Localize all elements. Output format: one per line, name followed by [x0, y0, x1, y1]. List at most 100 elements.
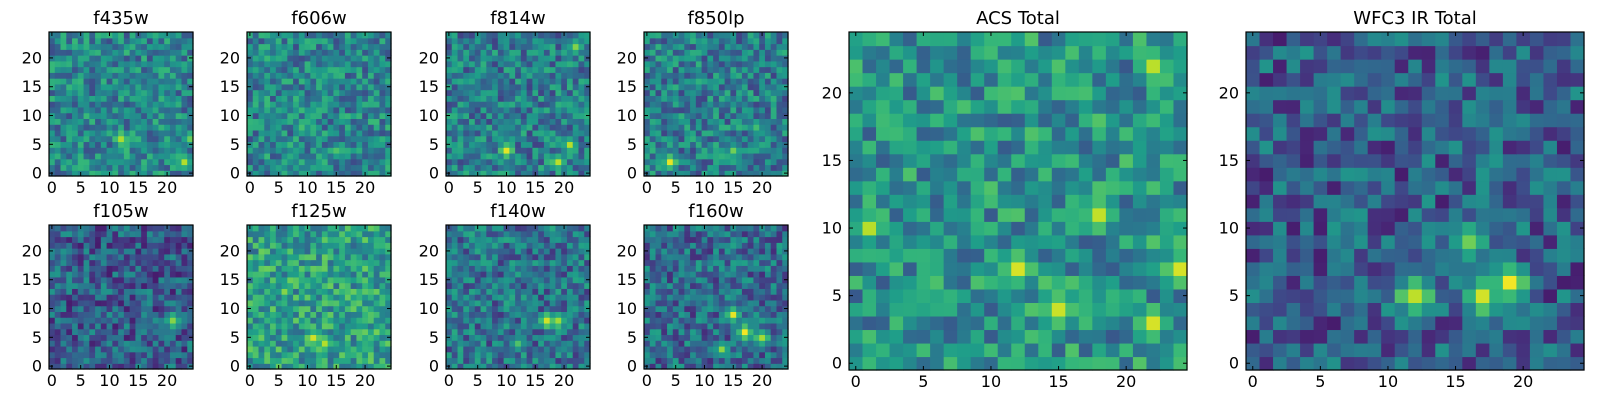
heatmap-cell [339, 288, 346, 295]
heatmap-cell [474, 158, 482, 166]
heatmap-cell [298, 32, 306, 39]
heatmap-cell [287, 363, 294, 370]
heatmap-cell [327, 164, 334, 171]
heatmap-cell [497, 265, 505, 272]
heatmap-cell [572, 242, 580, 249]
heatmap-cell [135, 101, 142, 108]
heatmap-cell [695, 49, 703, 56]
heatmap-cell [49, 282, 56, 289]
heatmap-cell [181, 49, 188, 56]
heatmap-cell [644, 49, 651, 56]
heatmap-cell [129, 357, 136, 364]
heatmap-cell [54, 101, 62, 108]
heatmap-cell [356, 357, 363, 364]
heatmap-cell [492, 253, 499, 261]
heatmap-cell [649, 164, 657, 171]
heatmap-cell [187, 225, 194, 232]
heatmap-cell [549, 265, 557, 272]
heatmap-cell [730, 37, 737, 45]
heatmap-cell [718, 317, 726, 324]
heatmap-cell [661, 357, 668, 364]
heatmap-cell [566, 118, 574, 125]
heatmap-cell [169, 265, 177, 272]
heatmap-cell [298, 60, 306, 68]
heatmap-cell [385, 152, 392, 160]
heatmap-cell [367, 124, 375, 131]
heatmap-cell [310, 357, 317, 364]
heatmap-cell [649, 72, 657, 79]
heatmap-cell [736, 72, 743, 79]
heatmap-cell [492, 248, 499, 255]
heatmap-cell [566, 351, 574, 359]
heatmap-cell [469, 135, 476, 143]
heatmap-cell [77, 265, 85, 272]
heatmap-cell [135, 253, 142, 261]
heatmap-cell [549, 141, 557, 148]
x-tick-label: 5 [76, 178, 86, 197]
heatmap-cell [339, 311, 346, 318]
heatmap-cell [695, 328, 703, 336]
heatmap-cell [141, 351, 148, 359]
heatmap-cell [561, 124, 568, 131]
heatmap-cell [707, 60, 714, 68]
heatmap-cell [561, 299, 568, 307]
heatmap-cell [135, 317, 142, 324]
heatmap-cell [316, 328, 323, 336]
heatmap-cell [293, 259, 300, 266]
heatmap-cell [350, 37, 358, 45]
heatmap-cell [247, 89, 254, 96]
heatmap-cell [446, 311, 453, 318]
heatmap-cell [275, 242, 283, 249]
heatmap-cell [713, 129, 720, 137]
heatmap-cell [152, 328, 160, 336]
heatmap-cell [310, 83, 317, 91]
heatmap-cell [275, 236, 283, 243]
heatmap-cell [753, 141, 760, 148]
heatmap-cell [379, 106, 386, 114]
heatmap-cell [572, 72, 580, 79]
heatmap-cell [362, 135, 369, 143]
heatmap-cell [169, 345, 177, 353]
heatmap-cell [543, 83, 551, 91]
heatmap-cell [515, 78, 522, 85]
heatmap-cell [566, 89, 574, 96]
heatmap-cell [644, 101, 651, 108]
heatmap-cell [538, 112, 545, 119]
heatmap-cell [446, 242, 453, 249]
heatmap-cell [713, 322, 720, 330]
heatmap-cell [457, 225, 464, 232]
heatmap-cell [264, 242, 271, 249]
heatmap-cell [54, 164, 62, 171]
heatmap-cell [339, 317, 346, 324]
heatmap-cell [736, 299, 743, 307]
heatmap-cell [281, 317, 288, 324]
heatmap-cell [497, 101, 505, 108]
heatmap-cell [457, 43, 464, 50]
heatmap-cell [469, 83, 476, 91]
heatmap-cell [287, 299, 294, 307]
heatmap-cell [264, 340, 271, 347]
heatmap-cell [492, 236, 499, 243]
heatmap-cell [520, 334, 528, 341]
heatmap-cell [287, 101, 294, 108]
heatmap-cell [451, 49, 459, 56]
heatmap-cell [566, 78, 574, 85]
heatmap-cell [644, 106, 651, 114]
heatmap-cell [532, 164, 539, 171]
heatmap-cell [350, 242, 358, 249]
heatmap-cell [66, 317, 73, 324]
heatmap-cell [327, 147, 334, 154]
heatmap-cell [287, 334, 294, 341]
heatmap-cell [782, 282, 789, 289]
heatmap-cell [373, 363, 381, 370]
heatmap-cell [469, 170, 476, 177]
heatmap-cell [316, 158, 323, 166]
heatmap-cell [310, 124, 317, 131]
heatmap-cell [100, 225, 108, 232]
heatmap-cell [684, 32, 691, 39]
heatmap-cell [515, 340, 522, 347]
heatmap-cell [293, 357, 300, 364]
heatmap-cell [385, 95, 392, 102]
heatmap-cell [480, 147, 487, 154]
heatmap-cell [678, 55, 685, 62]
